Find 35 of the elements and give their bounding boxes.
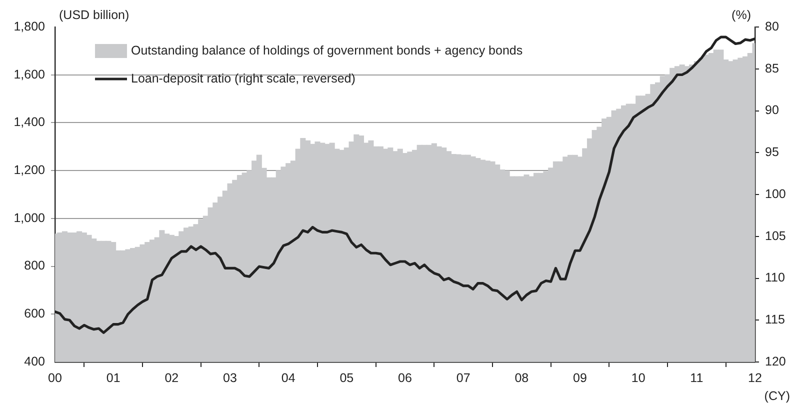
x-tick-label: 05 <box>340 370 354 385</box>
x-tick-label: 12 <box>748 370 762 385</box>
x-tick-label: 09 <box>573 370 587 385</box>
x-tick-label: 04 <box>281 370 296 385</box>
y2-tick-label: 90 <box>765 103 779 118</box>
x-axis-title: (CY) <box>764 389 790 404</box>
y-tick-label: 600 <box>24 306 46 321</box>
y-tick-label: 1,800 <box>14 19 46 34</box>
y2-tick-label: 110 <box>765 270 785 285</box>
y-tick-label: 1,000 <box>14 210 46 225</box>
x-tick-label: 08 <box>514 370 529 385</box>
x-tick-label: 11 <box>690 370 704 385</box>
x-tick-label: 06 <box>398 370 412 385</box>
y2-tick-label: 115 <box>765 312 785 327</box>
x-tick-label: 10 <box>631 370 646 385</box>
y2-tick-label: 85 <box>765 61 779 76</box>
y-axis-title: (USD billion) <box>59 8 130 22</box>
y2-tick-label: 105 <box>765 228 786 243</box>
x-tick-label: 07 <box>456 370 470 385</box>
y-tick-label: 1,400 <box>14 115 46 130</box>
y2-tick-label: 95 <box>765 145 779 160</box>
legend-label: Loan-deposit ratio (right scale, reversed) <box>131 71 356 86</box>
y2-tick-label: 80 <box>765 19 779 34</box>
y2-tick-label: 120 <box>765 354 786 368</box>
y2-axis-title: (%) <box>732 8 751 22</box>
x-tick-label: 03 <box>223 370 237 385</box>
y-tick-label: 400 <box>24 354 46 368</box>
y-tick-label: 800 <box>24 258 46 273</box>
legend-label: Outstanding balance of holdings of government bonds + agency bonds <box>131 43 523 58</box>
x-tick-label: 01 <box>106 370 120 385</box>
x-tick-label: 02 <box>164 370 179 385</box>
y-tick-label: 1,600 <box>14 67 46 82</box>
y-tick-label: 1,200 <box>14 163 46 178</box>
y2-tick-label: 100 <box>765 186 786 201</box>
x-tick-label: 00 <box>48 370 62 385</box>
